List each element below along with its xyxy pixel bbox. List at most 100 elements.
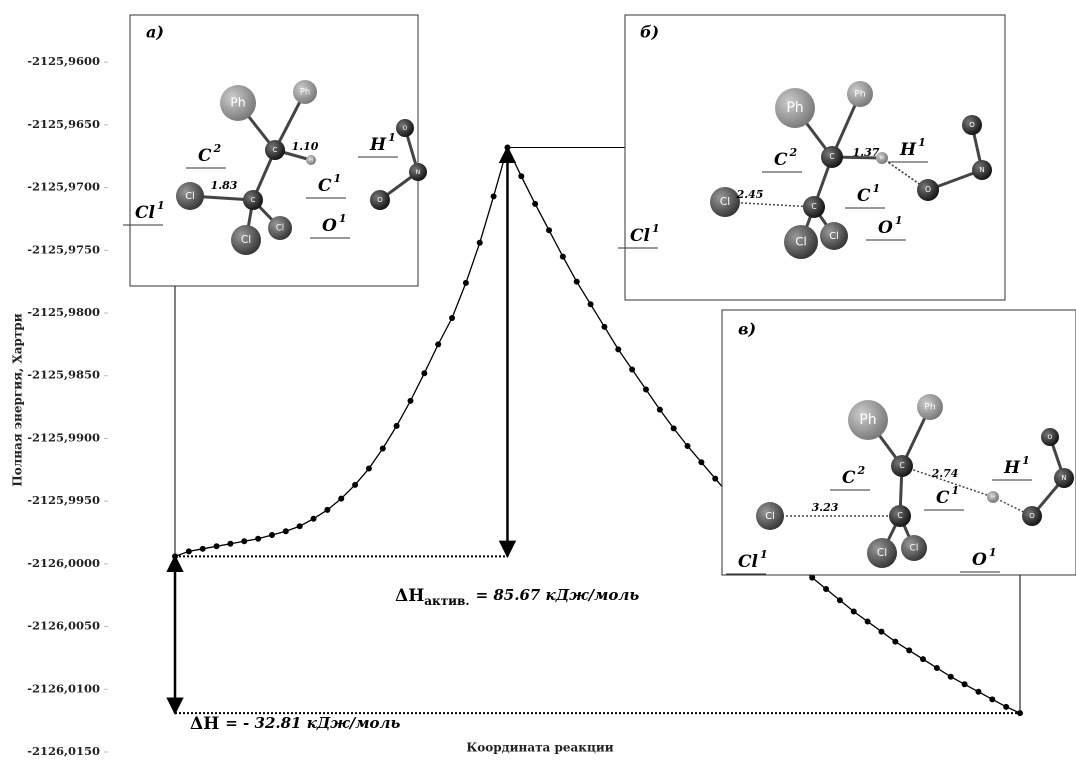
atom-label: Ph [859, 412, 876, 428]
atom-label: Ph [300, 87, 310, 97]
y-tick-label: -2125,9900 [27, 430, 100, 444]
atom-tag-symbol: O [878, 218, 893, 238]
y-tick-label: -2125,9950 [27, 493, 100, 507]
data-point [823, 586, 829, 592]
data-point [366, 466, 372, 472]
bond-length: 1.37 [853, 146, 880, 159]
atom-tag-index: 1 [952, 484, 960, 497]
atom-label: C [897, 511, 902, 520]
data-point [407, 398, 413, 404]
data-point [394, 423, 400, 429]
data-point [546, 227, 552, 233]
bond-length: 1.83 [211, 179, 238, 192]
y-tick-label: -2126,0000 [27, 556, 100, 570]
y-tick-label: -2125,9700 [27, 180, 100, 194]
data-point [934, 665, 940, 671]
atom-tag-index: 1 [895, 214, 903, 227]
data-point [297, 523, 303, 529]
data-point [491, 193, 497, 199]
y-tick-label: -2125,9650 [27, 117, 100, 131]
data-point [865, 619, 871, 625]
data-point [851, 609, 857, 615]
atom-tag-symbol: O [972, 550, 987, 570]
y-tick-label: -2126,0150 [27, 744, 100, 758]
atom-label: Ph [924, 403, 935, 413]
bond-length: 2.74 [931, 467, 959, 480]
atom-tag-symbol: C [318, 176, 332, 196]
data-point [698, 459, 704, 465]
atom-label: C [251, 196, 256, 204]
data-point [449, 315, 455, 321]
atom-label: N [1061, 474, 1066, 482]
inset: б)PhPhCHONOClCClCl1.372.45C2H1C1Cl1O1 [618, 15, 1005, 300]
data-point [283, 528, 289, 534]
data-point [324, 507, 330, 513]
inset-label: а) [146, 23, 164, 42]
atom-tag-index: 2 [857, 464, 866, 477]
data-point [435, 341, 441, 347]
annotation-subscript: актив. [424, 594, 469, 608]
data-point [685, 443, 691, 449]
atom-tag-index: 1 [157, 199, 165, 212]
data-point [671, 425, 677, 431]
atom-tag-symbol: C [857, 186, 871, 206]
atom-label: O [1029, 512, 1035, 520]
atom-tag-symbol: C [842, 468, 856, 488]
data-point [241, 538, 247, 544]
atom-label: O [925, 185, 931, 194]
data-point [172, 553, 178, 559]
data-point [311, 516, 317, 522]
data-point [1017, 710, 1023, 716]
atom-label: O [377, 196, 383, 204]
data-point [532, 201, 538, 207]
atom-label: Ph [230, 95, 246, 110]
data-point [948, 674, 954, 680]
atom-label: C [899, 461, 904, 470]
atom-label: Cl [877, 547, 887, 559]
atom-label: H [880, 156, 884, 162]
atom-tag-symbol: H [1003, 458, 1021, 478]
atom-tag-index: 2 [789, 146, 798, 159]
atom-tag-index: 1 [334, 172, 342, 185]
annotation: ΔH= - 32.81 кДж/моль [190, 714, 400, 734]
data-point [601, 324, 607, 330]
atom-tag-index: 2 [213, 142, 222, 155]
data-point [615, 346, 621, 352]
data-point [1003, 704, 1009, 710]
atom-label: C [811, 202, 816, 211]
atom-label: C [273, 146, 278, 154]
data-point [380, 445, 386, 451]
y-tick-label: -2126,0100 [27, 681, 100, 695]
data-point [588, 301, 594, 307]
y-tick-label: -2125,9750 [27, 242, 100, 256]
data-point [892, 639, 898, 645]
bond-length: 1.10 [292, 140, 319, 153]
annotation-symbol: ΔH [190, 714, 219, 734]
atom-label: N [416, 169, 421, 176]
atom-tag-symbol: Cl [135, 203, 156, 223]
atom-tag-index: 1 [873, 182, 881, 195]
x-axis-title: Координата реакции [466, 741, 613, 755]
atom-label: O [1048, 434, 1053, 441]
atom-tag-symbol: Cl [738, 552, 759, 572]
y-tick-label: -2126,0050 [27, 619, 100, 633]
atom-label: C [829, 152, 834, 161]
atom-label: Ph [854, 90, 865, 100]
atom-tag-symbol: C [774, 150, 788, 170]
data-point [504, 144, 510, 150]
data-point [657, 407, 663, 413]
data-point [338, 496, 344, 502]
inset-label: б) [640, 23, 659, 42]
atom-label: Ph [786, 100, 803, 116]
atom-tag-index: 1 [1022, 454, 1030, 467]
atom-label: Cl [276, 223, 284, 233]
data-point [809, 575, 815, 581]
data-point [214, 543, 220, 549]
bond-length: 2.45 [736, 188, 764, 201]
inset-frame [722, 310, 1076, 575]
y-tick-label: -2125,9600 [27, 54, 100, 68]
y-tick-label: -2125,9800 [27, 305, 100, 319]
atom-tag-index: 1 [652, 222, 660, 235]
chart: Полная энергия, Хартри Координата реакци… [0, 0, 1076, 760]
data-point [878, 629, 884, 635]
